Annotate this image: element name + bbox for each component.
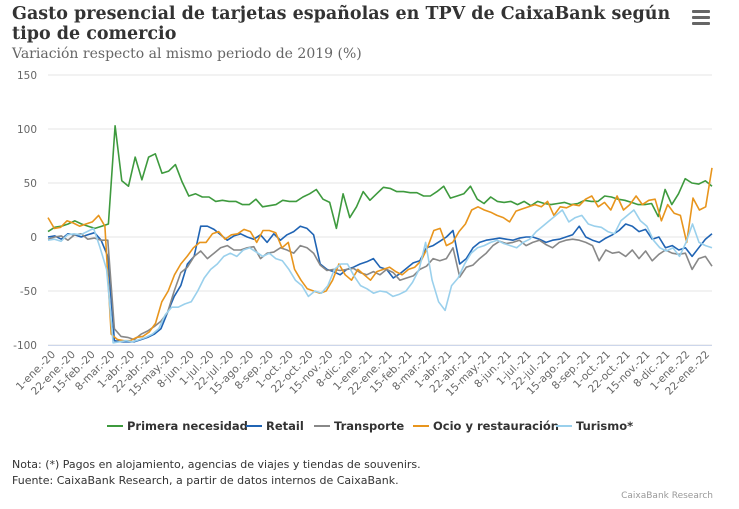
legend-item-3[interactable]: Ocio y restauración: [413, 419, 559, 433]
x-axis: 1-ene.-2022-ene.-2015-feb.-208-mar.-201-…: [14, 345, 712, 399]
chart-subtitle: Variación respecto al mismo periodo de 2…: [12, 46, 362, 62]
y-tick-label: 50: [24, 178, 37, 190]
legend-label: Ocio y restauración: [433, 419, 559, 433]
series-line-0: [47, 125, 713, 233]
menu-bar-top: [692, 10, 710, 13]
legend-label: Retail: [266, 419, 304, 433]
legend-item-1[interactable]: Retail: [246, 419, 304, 433]
legend-item-2[interactable]: Transporte: [314, 419, 404, 433]
menu-bar-bottom: [692, 22, 710, 25]
series-line-2: [47, 233, 713, 341]
legend-label: Turismo*: [576, 419, 633, 433]
y-tick-label: -50: [20, 286, 37, 298]
legend-label: Primera necesidad: [127, 419, 248, 433]
chart-title: Gasto presencial de tarjetas españolas e…: [12, 4, 671, 44]
menu-bar-middle: [692, 16, 710, 19]
series-line-1: [47, 223, 713, 343]
credit-label: CaixaBank Research: [621, 491, 713, 501]
legend-item-4[interactable]: Turismo*: [556, 419, 633, 433]
legend[interactable]: Primera necesidad Retail Transporte Ocio y …: [107, 419, 633, 433]
y-tick-label: -100: [13, 340, 37, 352]
grid-lines: [48, 74, 712, 346]
y-tick-label: 150: [17, 70, 37, 82]
legend-item-0[interactable]: Primera necesidad: [107, 419, 248, 433]
series-lines: [47, 125, 713, 344]
y-tick-label: 100: [17, 124, 37, 136]
series-line-3: [47, 167, 713, 342]
series-line-4: [47, 209, 713, 344]
legend-label: Transporte: [334, 419, 404, 433]
y-tick-label: 0: [30, 232, 37, 244]
hamburger-menu-icon[interactable]: [688, 8, 714, 30]
y-axis: 150 100 50 0 -50 -100: [13, 70, 37, 352]
source-note: Fuente: CaixaBank Research, a partir de …: [12, 474, 399, 487]
footnote: Nota: (*) Pagos en alojamiento, agencias…: [12, 458, 421, 471]
